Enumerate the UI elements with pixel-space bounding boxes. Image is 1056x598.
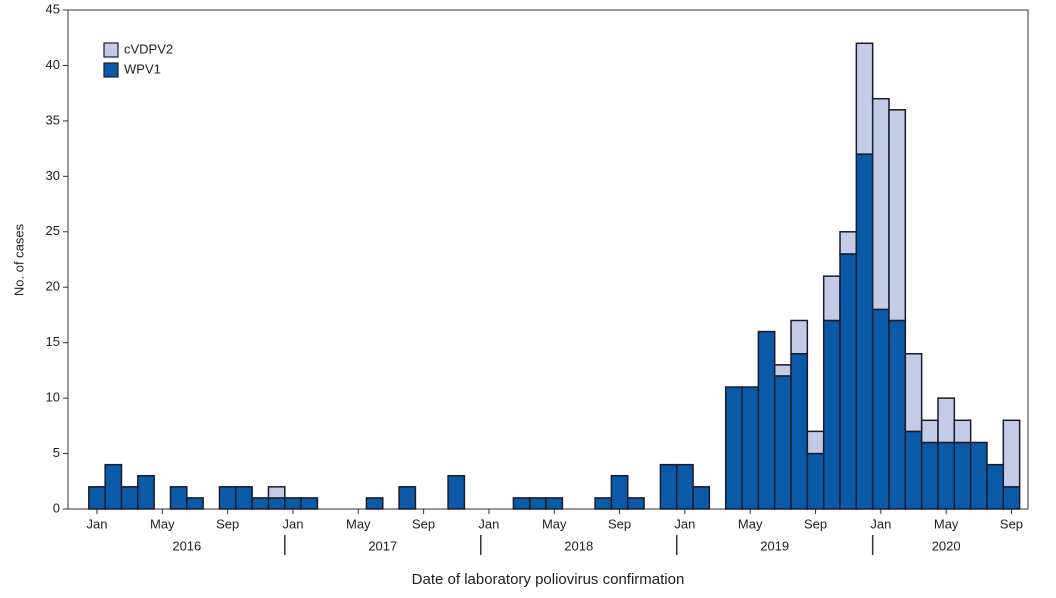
x-tick-label: Sep: [412, 516, 435, 531]
bar: [839, 231, 858, 255]
bar: [267, 497, 286, 510]
bar: [251, 497, 270, 510]
year-label: 2017: [368, 538, 397, 553]
bar: [692, 486, 711, 510]
bar: [855, 42, 874, 155]
x-tick-label: Sep: [216, 516, 239, 531]
legend-label: WPV1: [124, 61, 161, 76]
year-label: 2016: [172, 538, 201, 553]
y-tick-label: 30: [46, 168, 60, 183]
bar: [88, 486, 106, 510]
bar: [920, 441, 939, 510]
bar: [888, 109, 907, 322]
y-tick-label: 35: [46, 112, 60, 127]
bar: [1002, 486, 1021, 510]
bar: [528, 497, 547, 510]
bar: [512, 497, 531, 510]
y-tick-label: 45: [46, 1, 60, 16]
x-tick-label: May: [346, 516, 371, 531]
y-tick-label: 25: [46, 223, 60, 238]
y-axis-label: No. of cases: [11, 223, 26, 296]
x-axis-label: Date of laboratory poliovirus confirmati…: [412, 571, 685, 588]
x-tick-label: May: [738, 516, 763, 531]
bar: [822, 275, 841, 322]
x-tick-label: Sep: [804, 516, 827, 531]
x-tick-label: Jan: [87, 516, 108, 531]
y-tick-label: 15: [46, 334, 60, 349]
legend-label: cVDPV2: [124, 41, 173, 56]
bar: [724, 386, 743, 510]
year-label: 2018: [564, 538, 593, 553]
bar: [904, 430, 923, 510]
bar: [822, 319, 841, 510]
bar: [790, 319, 809, 355]
x-tick-label: Sep: [608, 516, 631, 531]
year-label: 2020: [932, 538, 961, 553]
bar: [871, 97, 890, 311]
bar: [137, 474, 155, 510]
x-tick-label: Jan: [282, 516, 303, 531]
bar: [757, 330, 776, 510]
bar: [904, 353, 923, 433]
bar: [986, 463, 1005, 510]
bar: [610, 474, 629, 510]
bar: [806, 430, 825, 455]
bar: [267, 486, 286, 499]
bar: [284, 497, 302, 510]
bar: [806, 452, 825, 510]
x-tick-label: May: [934, 516, 959, 531]
bar: [594, 497, 613, 510]
bar: [773, 375, 792, 510]
bar: [120, 486, 139, 510]
x-tick-label: May: [542, 516, 567, 531]
bar: [790, 353, 809, 510]
bar: [953, 419, 972, 444]
bar: [365, 497, 384, 510]
bar: [920, 419, 939, 444]
bar: [169, 486, 188, 510]
bar: [186, 497, 204, 510]
bar: [659, 463, 678, 510]
x-tick-label: Jan: [870, 516, 891, 531]
bar: [675, 463, 694, 510]
legend-swatch: [103, 42, 119, 58]
bar: [545, 497, 564, 510]
y-tick-label: 5: [53, 445, 60, 460]
bar: [741, 386, 760, 510]
x-tick-label: Jan: [478, 516, 499, 531]
year-label: 2019: [760, 538, 789, 553]
bar: [398, 486, 417, 510]
bar: [937, 397, 956, 444]
bar: [871, 308, 890, 510]
bar: [235, 486, 253, 510]
y-tick-label: 40: [46, 57, 60, 72]
x-tick-label: Sep: [1000, 516, 1023, 531]
bar: [888, 319, 907, 510]
legend-swatch: [103, 62, 119, 78]
bar: [855, 153, 874, 510]
bar: [839, 253, 858, 510]
y-tick-label: 10: [46, 390, 60, 405]
x-tick-label: May: [150, 516, 175, 531]
bar: [447, 474, 466, 510]
bar: [969, 441, 988, 510]
y-tick-label: 20: [46, 279, 60, 294]
bar: [773, 364, 792, 377]
x-tick-label: Jan: [674, 516, 695, 531]
y-tick-label: 0: [53, 500, 60, 515]
bar: [1002, 419, 1021, 488]
bar: [937, 441, 956, 510]
bar: [218, 486, 237, 510]
bar: [626, 497, 645, 510]
bar: [300, 497, 319, 510]
bar: [104, 463, 123, 510]
bar: [953, 441, 972, 510]
